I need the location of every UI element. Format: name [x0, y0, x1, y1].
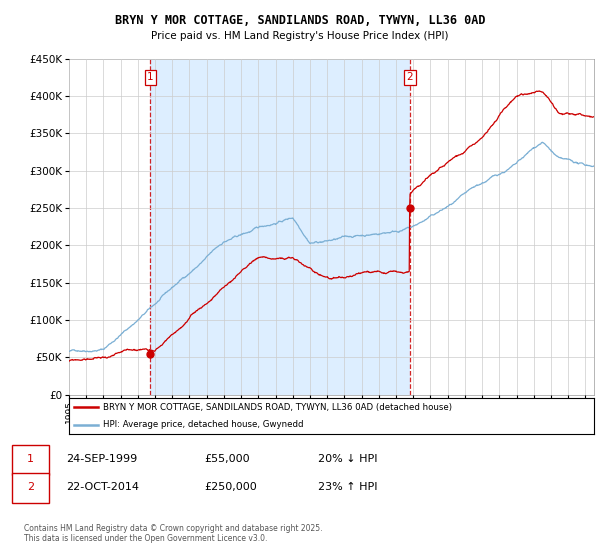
- Text: 2: 2: [27, 482, 34, 492]
- Text: BRYN Y MOR COTTAGE, SANDILANDS ROAD, TYWYN, LL36 0AD (detached house): BRYN Y MOR COTTAGE, SANDILANDS ROAD, TYW…: [103, 403, 452, 412]
- Text: £250,000: £250,000: [204, 482, 257, 492]
- Text: HPI: Average price, detached house, Gwynedd: HPI: Average price, detached house, Gwyn…: [103, 421, 304, 430]
- Text: 2: 2: [407, 72, 413, 82]
- Text: 20% ↓ HPI: 20% ↓ HPI: [318, 454, 377, 464]
- Text: BRYN Y MOR COTTAGE, SANDILANDS ROAD, TYWYN, LL36 0AD: BRYN Y MOR COTTAGE, SANDILANDS ROAD, TYW…: [115, 14, 485, 27]
- Text: 1: 1: [27, 454, 34, 464]
- Text: Price paid vs. HM Land Registry's House Price Index (HPI): Price paid vs. HM Land Registry's House …: [151, 31, 449, 41]
- Text: 23% ↑ HPI: 23% ↑ HPI: [318, 482, 377, 492]
- Text: Contains HM Land Registry data © Crown copyright and database right 2025.
This d: Contains HM Land Registry data © Crown c…: [24, 524, 323, 543]
- Bar: [151, 59, 410, 395]
- Text: 24-SEP-1999: 24-SEP-1999: [66, 454, 137, 464]
- Text: £55,000: £55,000: [204, 454, 250, 464]
- Text: 22-OCT-2014: 22-OCT-2014: [66, 482, 139, 492]
- Text: 1: 1: [147, 72, 154, 82]
